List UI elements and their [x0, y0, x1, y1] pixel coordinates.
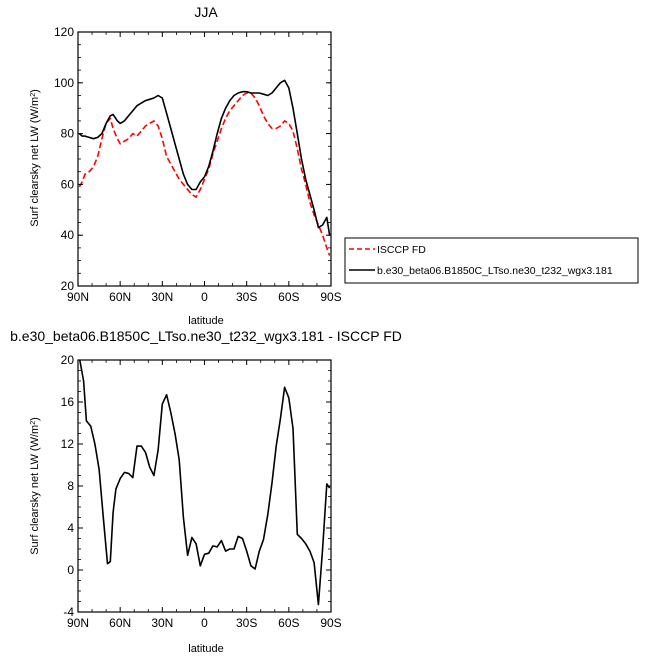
top-series-line-0	[78, 92, 331, 256]
bottom-x-tick-label: 0	[201, 616, 208, 630]
top-x-tick-label: 0	[201, 290, 208, 304]
chart-panel-top: JJA Surf clearsky net LW (W/m2) latitude…	[29, 4, 639, 327]
top-x-tick-label: 90N	[67, 290, 89, 304]
bottom-y-tick-label: 0	[67, 563, 74, 577]
bottom-x-tick-label: 90S	[320, 616, 341, 630]
top-x-tick-label: 30S	[236, 290, 257, 304]
bottom-series-line-0	[78, 360, 331, 606]
x-axis-label-bottom: latitude	[188, 643, 223, 655]
legend-box	[344, 237, 639, 284]
plot-area-bottom: 90N 60N 30N 0 30S 60S 90S -4 0 4 8 12 16 20	[61, 353, 342, 630]
top-y-tick-label: 20	[61, 279, 75, 293]
chart-title-top: JJA	[194, 4, 218, 20]
top-y-tick-label: 40	[61, 228, 75, 242]
bottom-x-tick-label: 60N	[109, 616, 131, 630]
top-y-tick-label: 60	[61, 177, 75, 191]
bottom-y-tick-label: 8	[67, 479, 74, 493]
x-axis-label-top: latitude	[188, 315, 223, 327]
top-y-tick-label: 120	[54, 25, 74, 39]
chart-title-bottom: b.e30_beta06.B1850C_LTso.ne30_t232_wgx3.…	[10, 328, 402, 344]
bottom-x-tick-label: 60S	[278, 616, 299, 630]
legend: ISCCP FD b.e30_beta06.B1850C_LTso.ne30_t…	[344, 237, 639, 284]
bottom-y-tick-label: 16	[61, 395, 75, 409]
top-x-tick-label: 60N	[109, 290, 131, 304]
top-y-tick-label: 80	[61, 127, 75, 141]
y-axis-label-top: Surf clearsky net LW (W/m2)	[29, 89, 41, 227]
legend-label-isccp: ISCCP FD	[377, 244, 426, 256]
bottom-plot-frame	[77, 359, 332, 613]
top-x-tick-label: 90S	[320, 290, 341, 304]
chart-panel-bottom: b.e30_beta06.B1850C_LTso.ne30_t232_wgx3.…	[10, 328, 402, 655]
top-y-tick-label: 100	[54, 76, 74, 90]
plot-area-top: 90N 60N 30N 0 30S 60S 90S 20 40 60 80 100 120	[54, 25, 342, 304]
y-axis-label-bottom: Surf clearsky net LW (W/m2)	[29, 417, 41, 555]
bottom-x-tick-label: 90N	[67, 616, 89, 630]
legend-label-model: b.e30_beta06.B1850C_LTso.ne30_t232_wgx3.…	[377, 265, 613, 277]
top-plot-frame	[77, 31, 332, 287]
bottom-y-tick-label: 20	[61, 353, 75, 367]
bottom-y-tick-label: 4	[67, 521, 74, 535]
bottom-x-tick-label: 30N	[151, 616, 173, 630]
top-x-tick-label: 30N	[151, 290, 173, 304]
bottom-x-tick-label: 30S	[236, 616, 257, 630]
top-x-tick-label: 60S	[278, 290, 299, 304]
top-series-line-1	[78, 79, 331, 236]
bottom-y-tick-label: 12	[61, 437, 75, 451]
bottom-y-tick-label: -4	[63, 605, 74, 619]
